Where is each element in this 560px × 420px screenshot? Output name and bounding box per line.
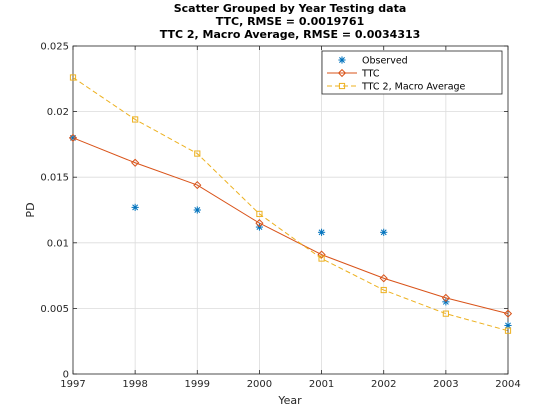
y-tick-label: 0.01 <box>47 238 69 249</box>
legend-item: Observed <box>338 56 408 67</box>
data-point <box>193 180 202 190</box>
y-tick-label: 0.005 <box>40 304 69 315</box>
data-point <box>442 310 449 317</box>
data-point <box>441 293 450 303</box>
series-layer <box>68 74 513 334</box>
data-point <box>255 219 264 228</box>
x-tick-label: 1999 <box>185 379 210 390</box>
data-point <box>317 228 326 236</box>
series-line <box>72 137 509 315</box>
data-point <box>318 255 325 262</box>
x-tick-label: 2000 <box>247 379 272 390</box>
data-point <box>379 274 388 283</box>
legend-item: TTC 2, Macro Average <box>327 82 466 93</box>
data-point <box>68 133 78 142</box>
data-point <box>256 210 263 218</box>
x-tick-label: 2003 <box>433 379 458 390</box>
y-tick-label: 0 <box>63 370 69 381</box>
data-point <box>69 74 77 81</box>
legend-label: Observed <box>362 56 408 67</box>
legend: Observed TTC TTC 2, Macro Average <box>321 50 503 95</box>
data-point <box>131 203 139 211</box>
data-point <box>132 116 139 123</box>
grid <box>72 45 509 375</box>
legend-marker <box>338 82 346 90</box>
series-1 <box>68 133 513 318</box>
x-tick-label: 2004 <box>495 379 520 390</box>
legend-marker <box>338 56 346 64</box>
data-point <box>194 150 201 157</box>
data-point <box>193 206 201 214</box>
x-tick-label: 2001 <box>309 379 334 390</box>
data-point <box>503 309 513 318</box>
data-point <box>380 286 387 294</box>
title-line-1: Scatter Grouped by Year Testing data <box>174 2 407 15</box>
series-line <box>72 77 509 332</box>
chart-title: Scatter Grouped by Year Testing data TTC… <box>160 2 421 41</box>
legend-label: TTC 2, Macro Average <box>361 82 466 93</box>
title-line-3: TTC 2, Macro Average, RMSE = 0.0034313 <box>160 28 421 41</box>
axis-ticks: 1997 1998 1999 2000 2001 2002 2003 2004 0 0.005 0.… <box>40 42 520 391</box>
legend-label: TTC <box>361 69 380 80</box>
legend-item: TTC <box>327 69 380 80</box>
x-axis-label: Year <box>277 394 302 407</box>
y-tick-label: 0.025 <box>40 42 69 53</box>
data-point <box>504 327 512 334</box>
series-2 <box>69 74 512 334</box>
data-point <box>131 158 140 167</box>
x-tick-label: 2002 <box>371 379 396 390</box>
data-point <box>380 228 388 236</box>
x-tick-label: 1997 <box>60 379 85 390</box>
x-tick-label: 1998 <box>122 379 147 390</box>
y-tick-label: 0.02 <box>47 107 69 118</box>
plot-area-box <box>72 45 509 375</box>
title-line-2: TTC, RMSE = 0.0019761 <box>216 15 364 28</box>
legend-marker <box>337 68 347 78</box>
y-tick-label: 0.015 <box>40 173 69 184</box>
y-axis-label: PD <box>24 202 37 217</box>
